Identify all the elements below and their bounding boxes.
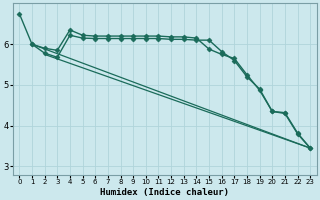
X-axis label: Humidex (Indice chaleur): Humidex (Indice chaleur) — [100, 188, 229, 197]
